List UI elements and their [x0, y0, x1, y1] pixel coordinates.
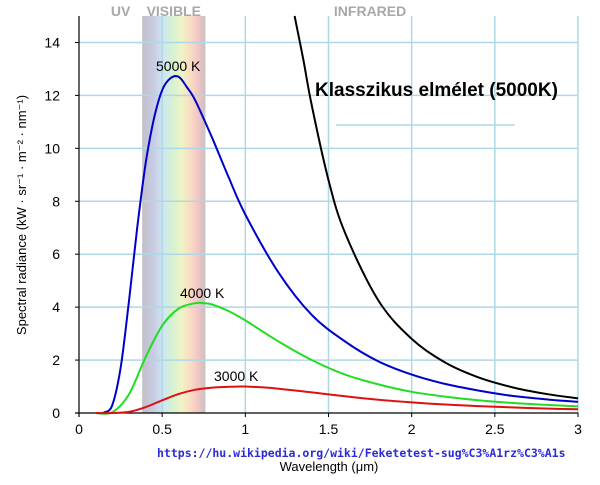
y-tick-label-0: 0: [52, 405, 60, 421]
series-line-4000k: [95, 301, 579, 415]
x-tick-label-0: 0: [75, 421, 83, 437]
region-label-visible: VISIBLE: [147, 3, 201, 19]
y-axis-title: Spectral radiance (kW · sr⁻¹ · m⁻² · nm⁻…: [14, 95, 29, 335]
x-tick-label-2: 1: [241, 421, 249, 437]
region-label-uv: UV: [111, 3, 131, 19]
x-axis-title: Wavelength (μm): [280, 459, 379, 474]
x-tick-label-3: 1.5: [319, 421, 339, 437]
y-tick-label-4: 8: [52, 193, 60, 209]
y-tick-label-1: 2: [52, 352, 60, 368]
y-tick-label-2: 4: [52, 299, 60, 315]
y-tick-label-3: 6: [52, 246, 60, 262]
y-tick-label-7: 14: [44, 34, 60, 50]
source-url[interactable]: https://hu.wikipedia.org/wiki/Feketetest…: [157, 446, 566, 460]
region-bands: UV VISIBLE INFRARED: [111, 3, 406, 413]
series-lines: [95, 15, 579, 415]
x-tick-label-1: 0.5: [152, 421, 172, 437]
y-tick-label-5: 10: [44, 140, 60, 156]
series-line-3000k: [95, 385, 579, 415]
x-tick-label-5: 2.5: [485, 421, 505, 437]
series-labels: 5000 K 4000 K 3000 K Klasszikus elmélet (50…: [156, 58, 558, 384]
region-label-infrared: INFRARED: [334, 3, 406, 19]
series-label-5000k: 5000 K: [156, 58, 201, 74]
series-line-5000k: [95, 75, 579, 415]
series-line-classical: [293, 15, 579, 400]
axes: [75, 16, 578, 417]
x-tick-label-6: 3: [574, 421, 582, 437]
x-tick-label-4: 2: [408, 421, 416, 437]
series-label-classical: Klasszikus elmélet (5000K): [315, 80, 558, 101]
tick-labels: 0 0.5 1 1.5 2 2.5 3 0 2 4 6 8 10 12 14: [44, 34, 582, 437]
series-label-3000k: 3000 K: [214, 368, 259, 384]
y-tick-label-6: 12: [44, 87, 60, 103]
grid-lines: [79, 16, 579, 413]
visible-band: [142, 16, 206, 413]
series-label-4000k: 4000 K: [180, 285, 225, 301]
